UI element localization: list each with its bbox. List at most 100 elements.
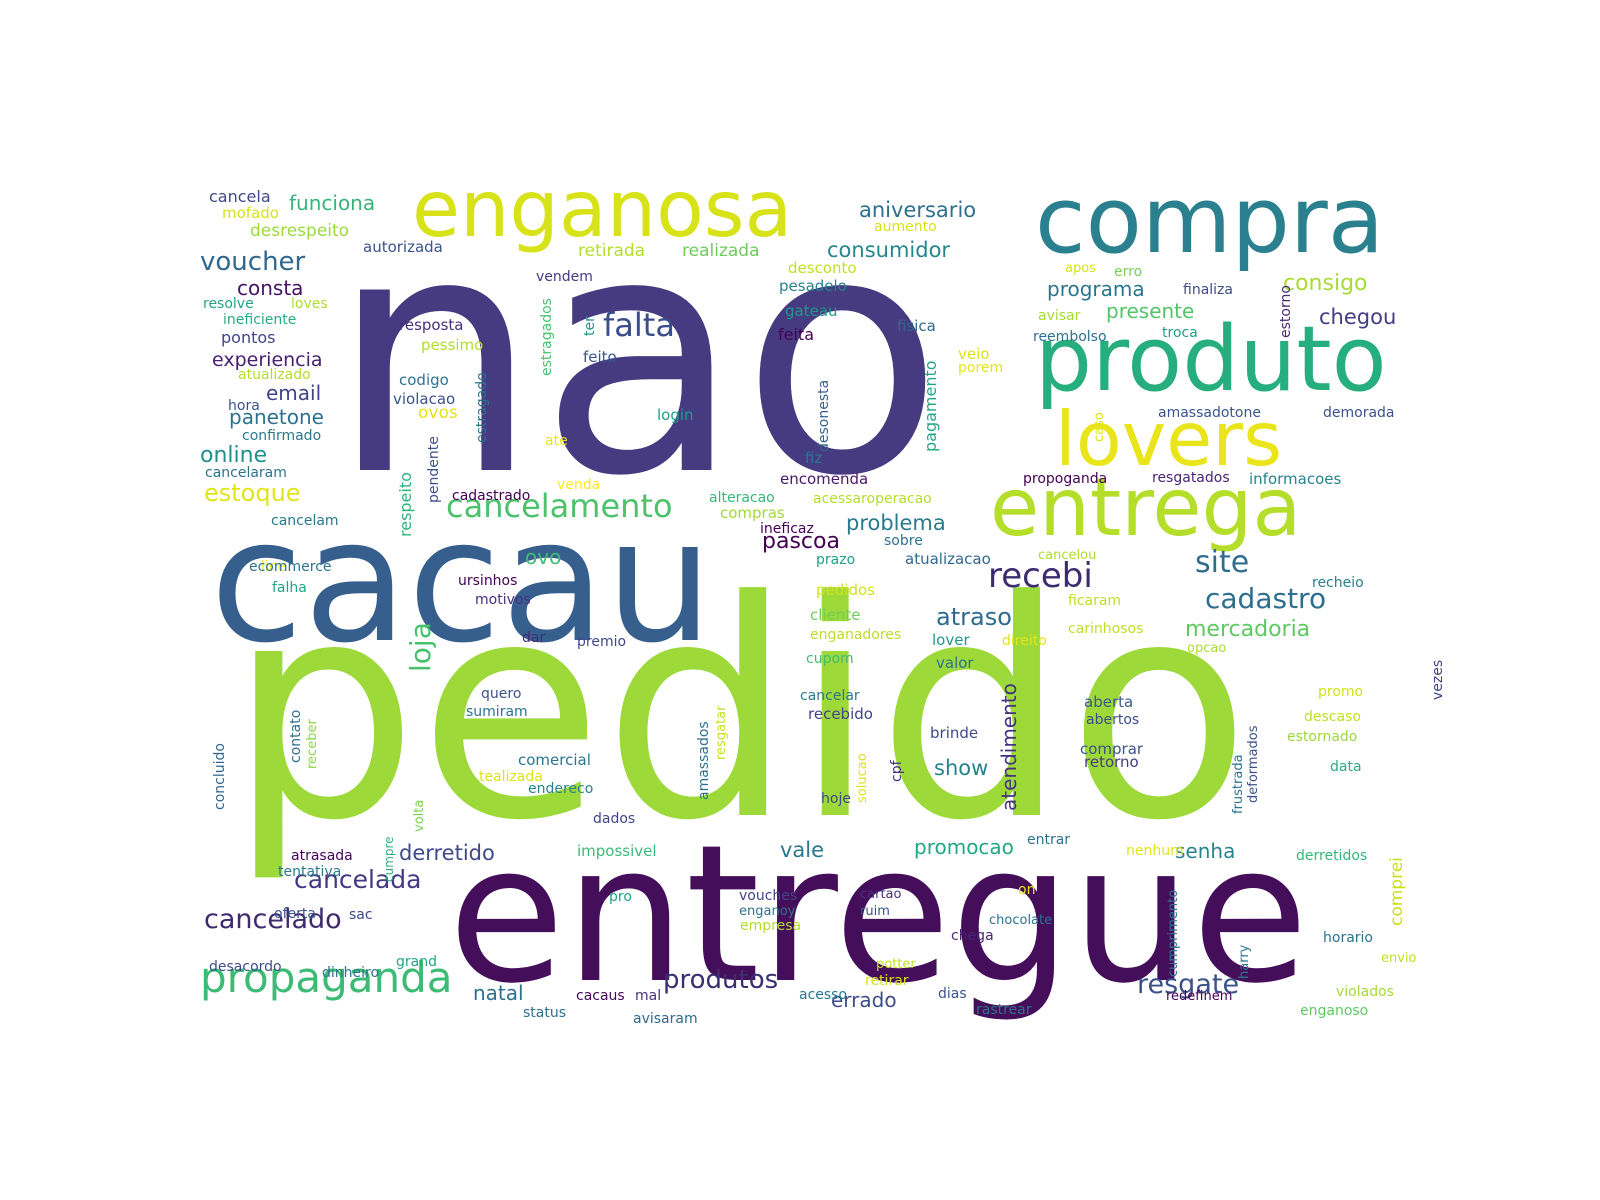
word-recheio: recheio — [1312, 575, 1364, 591]
word-produto: produto — [1035, 307, 1387, 412]
word-sumiram: sumiram — [466, 704, 528, 720]
word-ovos: ovos — [418, 403, 458, 423]
word-opcao: opcao — [1187, 641, 1226, 656]
word-contato: contato — [288, 710, 304, 763]
word-ate: ate — [545, 433, 568, 449]
word-entrega: entrega — [990, 461, 1301, 554]
word-avisar: avisar — [1038, 308, 1081, 324]
word-compras: compras — [720, 504, 785, 522]
word-hora: hora — [228, 398, 260, 414]
word-pedido: pedido — [228, 537, 1251, 886]
word-dados: dados — [593, 811, 635, 827]
word-fisica: fisica — [897, 317, 936, 335]
word-lover: lover — [932, 631, 970, 649]
word-ficaram: ficaram — [1068, 593, 1121, 609]
word-apos: apos — [1065, 261, 1096, 276]
word-cancela: cancela — [209, 187, 271, 206]
word-consta: consta — [237, 276, 303, 300]
word-cadastro: cadastro — [1205, 582, 1326, 615]
word-finaliza: finaliza — [1183, 282, 1233, 298]
word-pontos: pontos — [221, 328, 275, 347]
word-cancelaram: cancelaram — [205, 465, 287, 481]
word-promo: promo — [1318, 684, 1363, 700]
word-ecommerce: ecommerce — [249, 559, 332, 575]
word-vale: vale — [780, 838, 824, 862]
word-cliente: cliente — [810, 606, 860, 624]
word-cacau: cacau — [210, 483, 713, 681]
word-tealizada: tealizada — [479, 769, 543, 785]
word-respeito: respeito — [396, 472, 415, 537]
word-abertos: abertos — [1086, 712, 1139, 728]
word-vendem: vendem — [536, 269, 593, 285]
word-comprar: comprar — [1080, 740, 1144, 758]
word-dias: dias — [938, 986, 967, 1002]
word-atualizado: atualizado — [238, 367, 311, 383]
word-feita: feita — [778, 325, 814, 344]
word-resposta: resposta — [399, 316, 463, 334]
word-cancelado: cancelado — [204, 904, 342, 935]
word-panetone: panetone — [229, 405, 324, 429]
word-mofado: mofado — [222, 204, 279, 222]
word-falha: falha — [272, 580, 307, 596]
word-ineficaz: ineficaz — [760, 521, 814, 537]
word-propaganda: propaganda — [200, 953, 453, 1002]
word-voucher: voucher — [200, 247, 306, 277]
word-compra: compra — [1035, 167, 1384, 274]
word-acesso: acesso — [799, 987, 847, 1003]
word-carinhosos: carinhosos — [1068, 621, 1143, 637]
word-mal: mal — [635, 988, 661, 1004]
word-resgate: resgate — [1137, 969, 1239, 1000]
word-pendente: pendente — [426, 436, 442, 503]
word-falta: falta — [603, 306, 675, 344]
word-prazo: prazo — [816, 552, 855, 568]
word-email: email — [266, 381, 321, 405]
word-enganadores: enganadores — [810, 627, 901, 643]
word-cpf: cpf — [889, 759, 905, 782]
word-login: login — [657, 406, 694, 424]
word-cancelar: cancelar — [800, 688, 860, 704]
word-amassados: amassados — [696, 721, 712, 800]
word-troca: troca — [1162, 325, 1198, 341]
word-encomenda: encomenda — [780, 470, 868, 488]
word-recebi: recebi — [988, 556, 1093, 596]
word-line: line — [261, 559, 286, 575]
word-estragado: estragado — [474, 372, 490, 443]
word-pessimo: pessimo — [421, 336, 483, 354]
word-comercial: comercial — [518, 751, 591, 769]
word-cartao: cartao — [860, 887, 902, 902]
word-redefinem: redefinem — [1166, 989, 1232, 1004]
word-vouches: vouches — [739, 888, 797, 904]
word-enganoy: enganoy — [739, 904, 796, 919]
word-brinde: brinde — [930, 724, 978, 742]
word-natal: natal — [473, 981, 524, 1005]
word-aumento: aumento — [874, 219, 937, 235]
word-promocao: promocao — [914, 835, 1014, 859]
word-dar: dar — [522, 630, 545, 646]
word-hoje: hoje — [821, 791, 851, 807]
word-receber: receber — [305, 719, 320, 769]
word-oferta: oferta — [274, 906, 316, 922]
word-errado: errado — [831, 988, 897, 1012]
word-lovers: lovers — [1055, 395, 1282, 483]
word-derretidos: derretidos — [1296, 848, 1367, 864]
word-sac: sac — [349, 907, 373, 923]
word-retirar: retirar — [865, 973, 909, 989]
word-reembolso: reembolso — [1033, 329, 1107, 345]
word-cacaus: cacaus — [576, 988, 625, 1004]
word-codigo: codigo — [399, 371, 449, 389]
word-loja: loja — [404, 622, 437, 672]
word-pagamento: pagamento — [921, 360, 940, 452]
word-funciona: funciona — [289, 191, 375, 215]
word-demorada: demorada — [1323, 405, 1395, 421]
word-entrar: entrar — [1027, 832, 1070, 848]
word-desrespeito: desrespeito — [250, 221, 349, 241]
word-impossivel: impossivel — [577, 842, 657, 860]
word-aberta: aberta — [1084, 693, 1133, 711]
word-horario: horario — [1323, 930, 1373, 946]
word-cadastrado: cadastrado — [452, 488, 530, 504]
word-experiencia: experiencia — [212, 349, 323, 371]
word-cancelamento: cancelamento — [446, 487, 673, 525]
word-pesadelo: pesadelo — [779, 277, 847, 295]
word-pro: pro — [609, 889, 632, 905]
word-resgatados: resgatados — [1152, 470, 1230, 486]
